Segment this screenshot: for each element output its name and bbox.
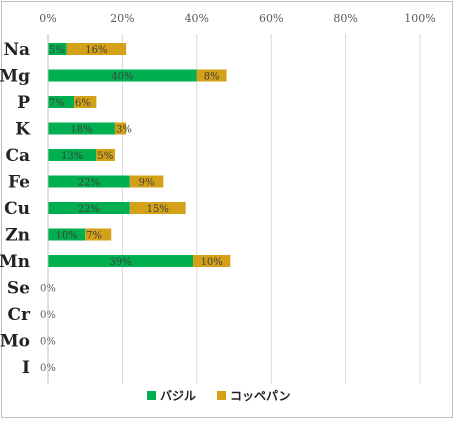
data-label: 18%: [70, 125, 92, 136]
bar-segment: [48, 175, 130, 188]
data-label: 6%: [75, 98, 91, 109]
x-tick-label: 40%: [185, 12, 209, 25]
y-category-label: Zn: [5, 226, 30, 246]
y-category-label: Fe: [8, 173, 30, 193]
bar-segment: [196, 69, 227, 82]
legend-swatch: [147, 391, 156, 400]
bar-segment: [74, 96, 97, 108]
data-label: 40%: [111, 72, 133, 83]
bar-segment: [48, 69, 197, 82]
data-label: 7%: [49, 98, 65, 109]
data-label: 10%: [55, 231, 77, 242]
bar-segment: [85, 228, 112, 241]
bar-segment: [129, 175, 164, 188]
y-category-label: Se: [7, 279, 30, 299]
legend-swatch: [217, 391, 226, 400]
bar-segment: [48, 149, 97, 161]
data-label: 13%: [61, 151, 83, 162]
data-label: 22%: [78, 178, 100, 189]
bar-segment: [48, 122, 115, 135]
data-label: 5%: [97, 151, 113, 162]
x-tick-label: 100%: [404, 12, 435, 25]
data-label: 9%: [139, 178, 155, 189]
data-label: 15%: [147, 204, 169, 215]
x-tick-label: 20%: [110, 12, 134, 25]
bar-segment: [66, 43, 127, 55]
x-tick-label: 80%: [333, 12, 357, 25]
data-label: 22%: [78, 204, 100, 215]
y-category-label: Mo: [0, 332, 30, 352]
y-category-label: Cu: [4, 199, 30, 219]
legend-label: コッペパン: [230, 389, 291, 403]
data-label: 5%: [49, 45, 65, 56]
data-label: 3%: [116, 125, 132, 136]
data-label: 7%: [86, 231, 102, 242]
bar-segment: [48, 202, 130, 214]
data-label: 10%: [201, 257, 223, 268]
data-label: 16%: [85, 45, 107, 56]
bar-segment: [48, 43, 67, 55]
bar-segment: [48, 96, 75, 108]
bar-segment: [114, 122, 127, 135]
y-category-label: K: [15, 120, 31, 140]
y-category-label: Mn: [0, 252, 30, 272]
bar-segment: [48, 228, 86, 241]
legend-label: バジル: [160, 389, 196, 403]
data-label: 8%: [204, 72, 220, 83]
bar-segment: [129, 202, 186, 214]
y-category-label: I: [22, 358, 30, 378]
y-category-label: Mg: [0, 67, 30, 87]
y-category-label: Cr: [8, 305, 32, 325]
x-tick-label: 0%: [39, 12, 56, 25]
x-tick-label: 60%: [259, 12, 283, 25]
data-label: 39%: [109, 257, 131, 268]
bar-segment: [193, 255, 231, 267]
y-category-label: Na: [3, 40, 30, 60]
y-category-label: P: [17, 93, 30, 113]
bar-segment: [48, 255, 194, 267]
y-category-label: Ca: [5, 146, 30, 166]
bar-segment: [96, 149, 115, 161]
